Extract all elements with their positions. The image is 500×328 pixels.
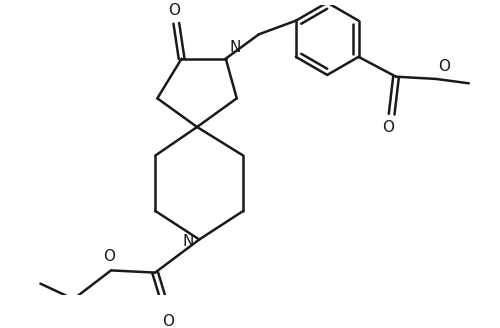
Text: O: O — [162, 314, 174, 328]
Text: N: N — [230, 40, 240, 55]
Text: O: O — [382, 119, 394, 134]
Text: O: O — [103, 249, 115, 264]
Text: N: N — [182, 234, 194, 249]
Text: O: O — [168, 3, 180, 18]
Text: O: O — [438, 59, 450, 73]
